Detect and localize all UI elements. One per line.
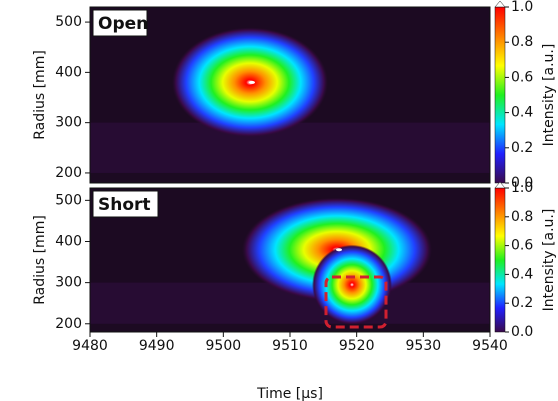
figure: Open 200 300 400 500 Radius [mm] 0.0 0.2 0.4 0.6 0… xyxy=(0,0,558,401)
colorbar-tick-label: 0.8 xyxy=(511,209,533,225)
colorbar-label: Intensity [a.u.] xyxy=(541,209,557,312)
y-tick-label: 500 xyxy=(55,192,82,208)
colorbar-tick-label: 0.8 xyxy=(511,34,533,50)
colorbar-label: Intensity [a.u.] xyxy=(541,44,557,147)
y-tick-label: 500 xyxy=(55,14,82,30)
x-tick-label: 9500 xyxy=(206,338,242,354)
y-tick-label: 400 xyxy=(55,64,82,80)
panel-label: Open xyxy=(98,14,148,34)
colorbar-tick-label: 1.0 xyxy=(511,180,533,196)
colorbar-tick-label: 0.4 xyxy=(511,105,533,121)
x-tick-label: 9520 xyxy=(339,338,375,354)
x-axis-label: Time [μs] xyxy=(256,386,323,401)
x-tick-label: 9510 xyxy=(272,338,308,354)
y-tick-label: 400 xyxy=(55,233,82,249)
heatmap xyxy=(90,7,490,183)
colorbar-tick-label: 0.0 xyxy=(511,324,533,340)
colorbar-tick-label: 0.2 xyxy=(511,140,533,156)
peak xyxy=(249,81,255,84)
intensity-blob xyxy=(312,245,392,325)
x-tick-label: 9480 xyxy=(72,338,108,354)
colorbar-tick-label: 1.0 xyxy=(511,0,533,15)
colorbar-tick-label: 0.6 xyxy=(511,238,533,254)
colorbar-tick-label: 0.4 xyxy=(511,266,533,282)
y-tick-label: 300 xyxy=(55,275,82,291)
y-axis-label: Radius [mm] xyxy=(32,50,48,140)
colorbar-extend xyxy=(495,1,505,7)
colorbar-tick-label: 0.6 xyxy=(511,69,533,85)
y-tick-label: 200 xyxy=(55,316,82,332)
panel-label: Short xyxy=(98,195,151,215)
y-axis-label: Radius [mm] xyxy=(32,215,48,305)
heatmap-band xyxy=(90,123,490,173)
y-tick-label: 300 xyxy=(55,115,82,131)
peak xyxy=(336,248,342,251)
x-tick-label: 9540 xyxy=(472,338,508,354)
y-tick-label: 200 xyxy=(55,165,82,181)
colorbar-tick-label: 0.2 xyxy=(511,295,533,311)
colorbar xyxy=(495,188,505,332)
colorbar xyxy=(495,7,505,183)
x-tick-label: 9530 xyxy=(406,338,442,354)
x-tick-label: 9490 xyxy=(139,338,175,354)
